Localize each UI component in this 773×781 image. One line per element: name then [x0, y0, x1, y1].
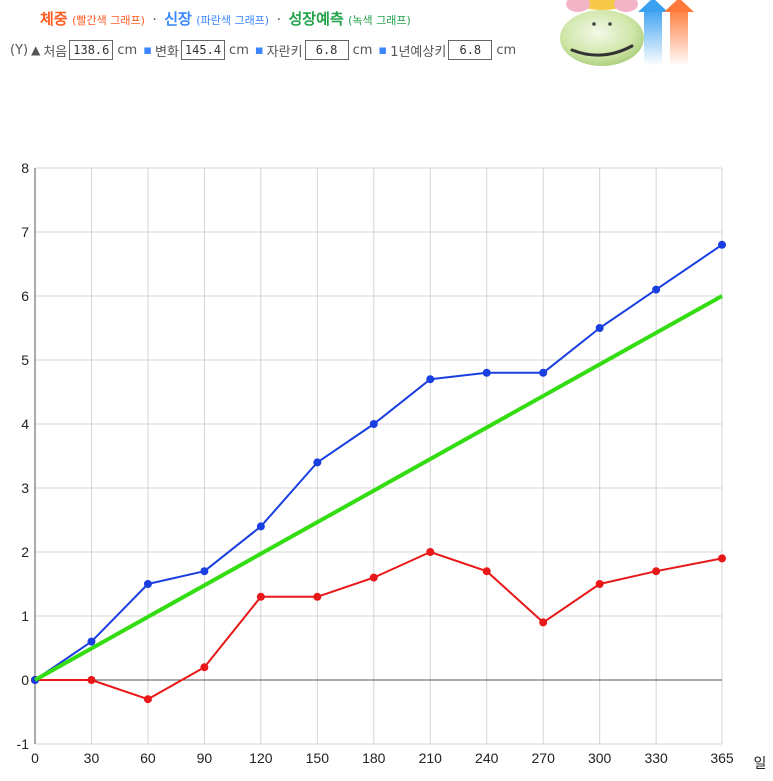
- grown-value: 6.8: [304, 40, 349, 60]
- predict-legend-label: 성장예측: [288, 10, 344, 28]
- change-label: 변화: [155, 44, 179, 60]
- y-tick-label: 5: [21, 352, 29, 368]
- yearly-value: 6.8: [448, 40, 493, 60]
- series-point-0: [482, 567, 491, 576]
- y-tick-label: -1: [17, 736, 30, 752]
- bullet-icon: ▪: [378, 42, 388, 58]
- series-point-1: [482, 368, 491, 377]
- bullet-icon: ▪: [254, 42, 264, 58]
- yearly-unit: cm: [496, 42, 517, 58]
- weight-legend-label: 체중: [40, 10, 68, 28]
- mascot-image: [560, 0, 694, 66]
- y-tick-label: 1: [21, 608, 29, 624]
- series-point-0: [718, 554, 726, 563]
- y-tick-label: 6: [21, 288, 29, 304]
- series-point-1: [595, 324, 604, 332]
- series-point-1: [539, 368, 548, 377]
- series-point-1: [426, 375, 435, 384]
- change-value: 145.4: [180, 40, 226, 60]
- y-axis-label: (Y): [10, 42, 29, 58]
- series-point-1: [143, 580, 152, 588]
- stats-line: (Y) ▲ 처음 138.6 cm ▪ 변화 145.4 cm ▪ 자란키 6.…: [10, 40, 516, 60]
- x-tick-label: 60: [140, 750, 156, 766]
- x-tick-label: 0: [31, 750, 39, 766]
- y-tick-label: 3: [21, 480, 29, 496]
- x-tick-label: 300: [588, 750, 612, 766]
- y-tick-label: 8: [21, 160, 29, 176]
- x-tick-label: 90: [197, 750, 213, 766]
- up-arrow-icon: ▲: [31, 43, 41, 57]
- series-line-0: [35, 551, 723, 701]
- x-tick-label: 150: [306, 750, 330, 766]
- initial-value: 138.6: [69, 40, 114, 60]
- y-tick-label: 0: [21, 672, 29, 688]
- y-tick-label: 7: [21, 224, 29, 240]
- series-point-0: [143, 695, 152, 704]
- x-tick-label: 30: [84, 750, 100, 766]
- legend-separator: ·: [152, 12, 157, 28]
- grown-label: 자란키: [266, 44, 303, 60]
- legend-separator: ·: [276, 12, 282, 28]
- series-line-1: [34, 243, 723, 681]
- x-tick-label: 120: [249, 750, 273, 766]
- bullet-icon: ▪: [143, 42, 152, 58]
- x-tick-label: 330: [644, 750, 668, 766]
- x-tick-label: 180: [362, 750, 386, 766]
- series-point-0: [539, 618, 548, 627]
- height-legend-sub: (파란색 그래프): [196, 14, 270, 27]
- series-point-0: [369, 573, 378, 582]
- y-tick-label: 2: [21, 544, 29, 560]
- legend-line: 체중 (빨간색 그래프) · 신장 (파란색 그래프) · 성장예측 (녹색 그…: [40, 8, 411, 29]
- growth-line-chart: 0 30 60 90 120 150 180 210 240 270 300 330 365-10123…: [17, 160, 767, 772]
- initial-label: 처음: [43, 44, 68, 60]
- series-point-1: [313, 458, 322, 467]
- x-tick-label: 240: [475, 750, 499, 766]
- series-point-0: [87, 676, 96, 684]
- x-tick-label: 270: [532, 750, 556, 766]
- series-point-1: [652, 285, 661, 294]
- series-point-0: [595, 580, 604, 588]
- x-tick-label: 210: [419, 750, 443, 766]
- weight-legend-sub: (빨간색 그래프): [72, 14, 145, 27]
- series-point-1: [200, 567, 209, 576]
- x-tick-label: 365: [710, 750, 734, 766]
- series-point-0: [200, 663, 209, 672]
- series-point-0: [313, 592, 322, 601]
- height-legend-label: 신장: [164, 10, 192, 28]
- grown-unit: cm: [352, 42, 373, 58]
- predict-legend-sub: (녹색 그래프): [348, 14, 411, 27]
- series-point-1: [256, 522, 265, 531]
- yearly-label: 1년예상키: [390, 44, 447, 60]
- chart-header: 체중 (빨간색 그래프) · 신장 (파란색 그래프) · 성장예측 (녹색 그…: [0, 0, 773, 70]
- y-tick-label: 4: [21, 416, 29, 432]
- series-point-0: [256, 592, 265, 601]
- series-line-2: [34, 294, 723, 682]
- initial-unit: cm: [117, 42, 138, 58]
- series-point-1: [718, 240, 726, 249]
- x-axis-unit-label: 일: [754, 756, 767, 772]
- series-point-0: [652, 567, 661, 576]
- series-point-1: [369, 420, 378, 428]
- change-unit: cm: [229, 42, 249, 58]
- series-point-1: [87, 637, 96, 646]
- series-point-0: [426, 548, 435, 556]
